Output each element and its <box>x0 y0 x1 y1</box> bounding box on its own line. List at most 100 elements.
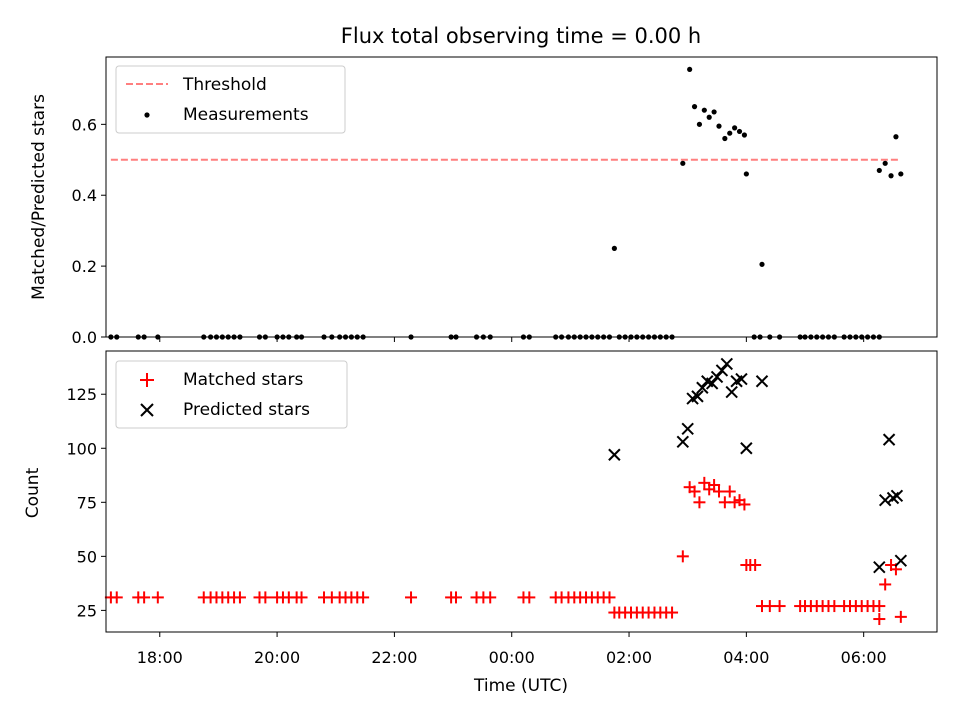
top-y-tick-label: 0.4 <box>72 186 97 205</box>
bottom-x-tick-label: 04:00 <box>723 648 769 667</box>
top-x-ticks <box>159 337 865 342</box>
matched-star-point <box>712 485 725 498</box>
matched-star-point <box>259 591 272 604</box>
bottom-y-tick-label: 75 <box>77 493 97 512</box>
bottom-y-tick-label: 100 <box>66 439 97 458</box>
top-y-tick-label: 0.0 <box>72 328 97 347</box>
predicted-star-point <box>890 489 904 503</box>
top-y-axis-label: Matched/Predicted stars <box>29 94 49 300</box>
matched-star-point <box>357 591 370 604</box>
legend-threshold-label: Threshold <box>182 75 267 95</box>
legend-predicted-label: Predicted stars <box>183 400 310 420</box>
bottom-panel: 25 50 75 100 125 18:00 20:00 22:00 00:00 02:00 04… <box>23 350 938 696</box>
predicted-star-point <box>608 448 621 461</box>
measurement-point <box>759 261 765 267</box>
bottom-legend: Matched stars Predicted stars <box>115 360 348 429</box>
chart-title: Flux total observing time = 0.00 h <box>341 24 701 48</box>
bottom-plot-area <box>104 357 908 626</box>
predicted-star-point <box>705 377 719 390</box>
matched-star-point <box>773 600 786 613</box>
matched-star-point <box>484 591 497 604</box>
measurement-point <box>691 104 698 110</box>
predicted-star-point <box>882 433 896 446</box>
matched-star-point <box>738 498 751 511</box>
bottom-x-tick-label: 02:00 <box>606 648 652 667</box>
matched-star-point <box>873 600 886 613</box>
matched-star-point <box>138 591 151 604</box>
measurement-point <box>888 173 894 179</box>
measurement-point <box>876 167 882 174</box>
matched-star-point <box>708 479 721 492</box>
measurement-point <box>711 109 717 115</box>
matched-star-point <box>676 550 689 563</box>
matched-star-point <box>666 606 679 619</box>
bottom-y-ticks: 25 50 75 100 125 <box>66 385 106 620</box>
measurement-point <box>741 132 748 138</box>
legend-measurements-swatch <box>144 112 150 118</box>
measurement-point <box>743 171 749 177</box>
predicted-star-point <box>676 435 690 448</box>
predicted-star-point <box>755 375 769 388</box>
bottom-y-tick-label: 50 <box>77 547 97 566</box>
bottom-x-tick-label: 22:00 <box>371 648 417 667</box>
matched-star-point <box>723 485 736 498</box>
matched-star-point <box>405 591 418 604</box>
legend-predicted-swatch <box>140 403 154 417</box>
predicted-star-point <box>740 442 753 455</box>
matched-star-point <box>603 591 616 604</box>
top-y-tick-label: 0.6 <box>72 115 97 134</box>
matched-star-point <box>688 485 701 498</box>
bottom-x-tick-label: 00:00 <box>489 648 535 667</box>
matched-star-point <box>151 591 164 604</box>
matched-star-point <box>879 578 892 591</box>
top-y-ticks: 0.0 0.2 0.4 0.6 <box>72 115 106 347</box>
top-axes-frame <box>105 56 938 338</box>
matched-star-point <box>449 591 462 604</box>
measurement-point <box>611 245 617 251</box>
matched-star-point <box>873 613 886 626</box>
top-y-tick-label: 0.2 <box>72 257 97 276</box>
predicted-star-point <box>696 381 709 394</box>
bottom-x-tick-label: 06:00 <box>841 648 887 667</box>
predicted-star-point <box>715 364 729 377</box>
matched-star-point <box>749 558 762 571</box>
bottom-y-axis-label: Count <box>23 467 43 518</box>
bottom-x-tick-label: 20:00 <box>254 648 300 667</box>
bottom-x-tick-label: 18:00 <box>137 648 183 667</box>
measurement-point <box>727 130 733 136</box>
matched-star-point <box>523 591 536 604</box>
predicted-star-point <box>681 422 694 436</box>
predicted-star-point <box>720 357 734 371</box>
top-legend-box <box>115 65 346 134</box>
legend-matched-swatch <box>140 373 154 387</box>
predicted-star-point <box>735 372 748 386</box>
measurement-point <box>687 66 693 73</box>
matched-star-point <box>698 476 711 489</box>
predicted-star-point <box>873 560 886 574</box>
measurement-point <box>706 114 712 120</box>
measurement-point <box>696 121 703 127</box>
matched-star-point <box>110 591 123 604</box>
predicted-star-point <box>886 491 900 505</box>
matched-star-point <box>894 610 907 623</box>
measurement-point <box>722 135 728 142</box>
matched-star-point <box>233 591 246 604</box>
predicted-star-point <box>710 370 724 384</box>
matched-star-point <box>295 591 308 604</box>
x-axis-label: Time (UTC) <box>473 676 568 696</box>
measurement-point <box>736 128 743 135</box>
bottom-y-tick-label: 25 <box>77 601 97 620</box>
measurement-point <box>680 160 686 166</box>
bottom-axes-frame <box>105 350 938 633</box>
predicted-star-point <box>691 390 704 403</box>
bottom-x-ticks: 18:00 20:00 22:00 00:00 02:00 04:00 06:00 <box>137 632 887 667</box>
measurement-point <box>716 123 722 129</box>
measurement-point <box>898 171 904 177</box>
predicted-star-point <box>894 554 908 567</box>
legend-matched-label: Matched stars <box>183 370 303 390</box>
top-legend: Threshold Measurements <box>115 65 346 134</box>
measurement-point <box>882 160 888 166</box>
predicted-star-point <box>878 493 892 507</box>
measurement-point <box>701 107 707 113</box>
bottom-y-tick-label: 125 <box>66 385 97 404</box>
